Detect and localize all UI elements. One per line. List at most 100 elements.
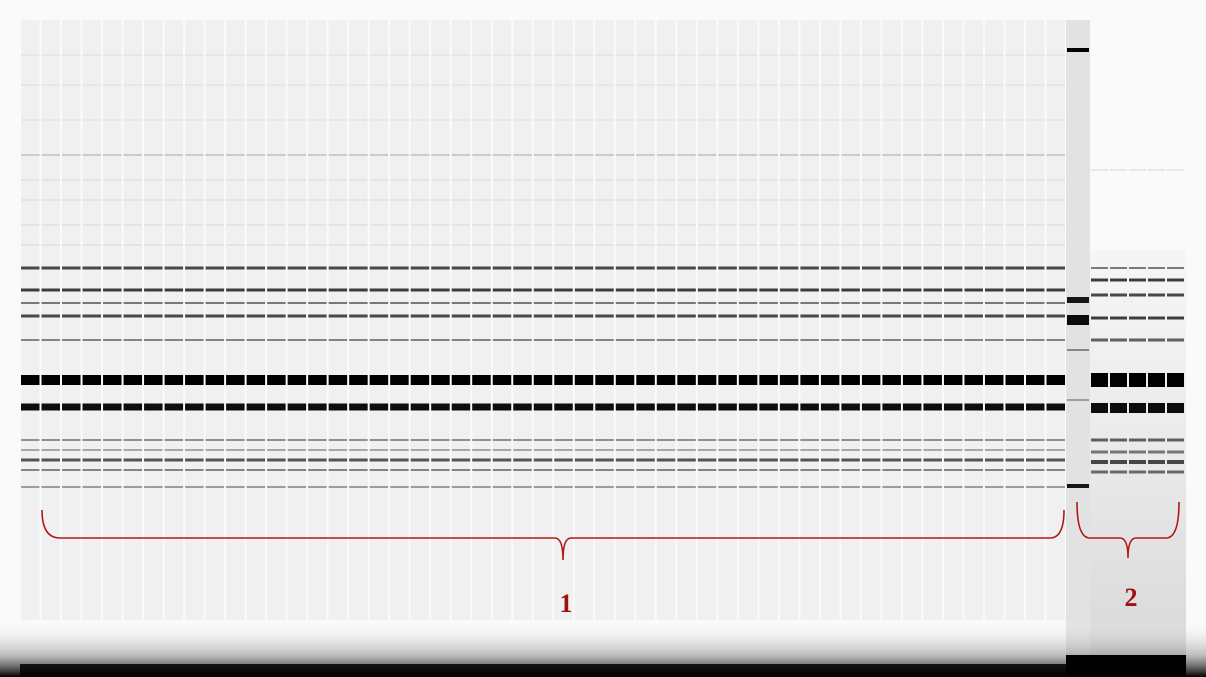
band [800, 469, 819, 471]
band [287, 199, 307, 201]
band [308, 339, 327, 341]
band [246, 469, 266, 471]
band [554, 154, 573, 156]
band [636, 375, 655, 385]
band [718, 469, 737, 471]
band [369, 302, 389, 304]
band [1025, 84, 1045, 86]
band [554, 119, 573, 121]
band [451, 266, 471, 270]
band [861, 469, 881, 471]
band [62, 314, 81, 318]
band [226, 54, 245, 56]
band [513, 288, 532, 292]
band [554, 375, 573, 385]
band [902, 224, 922, 226]
band [41, 266, 61, 270]
band [759, 224, 778, 226]
band [41, 154, 61, 156]
band [1046, 244, 1065, 246]
band [164, 339, 184, 341]
band [882, 154, 901, 156]
band [800, 375, 819, 385]
band [451, 469, 471, 471]
band [595, 314, 614, 318]
band [697, 449, 717, 451]
band [882, 54, 901, 56]
band [800, 449, 819, 451]
band [902, 266, 922, 270]
band [451, 314, 471, 318]
band [246, 54, 266, 56]
lane [861, 20, 881, 620]
band [308, 314, 327, 318]
band [205, 403, 225, 411]
band [841, 266, 860, 270]
band [1110, 293, 1127, 297]
band [820, 314, 840, 318]
lane [472, 20, 491, 620]
band [1046, 486, 1065, 488]
band [1005, 302, 1024, 304]
band [472, 314, 491, 318]
band [492, 403, 512, 411]
band [697, 302, 717, 304]
band [800, 439, 819, 441]
band [349, 154, 368, 156]
band [205, 439, 225, 441]
band [226, 439, 245, 441]
band [62, 375, 81, 385]
band [533, 469, 553, 471]
band [1005, 266, 1024, 270]
band [574, 486, 594, 488]
band [718, 154, 737, 156]
band [554, 288, 573, 292]
band [636, 199, 655, 201]
band [451, 302, 471, 304]
band [144, 458, 163, 462]
band [861, 302, 881, 304]
band [21, 458, 40, 462]
lane [656, 20, 676, 620]
band [882, 449, 901, 451]
band [287, 486, 307, 488]
band [1046, 439, 1065, 441]
band [410, 154, 430, 156]
band [41, 486, 61, 488]
band [718, 339, 737, 341]
band [574, 199, 594, 201]
band [943, 266, 963, 270]
band [697, 199, 717, 201]
band [636, 288, 655, 292]
band [451, 339, 471, 341]
band [164, 224, 184, 226]
band [390, 403, 409, 411]
band [902, 314, 922, 318]
band [328, 244, 348, 246]
band [615, 266, 635, 270]
band [595, 403, 614, 411]
band [246, 266, 266, 270]
band [923, 199, 942, 201]
band [164, 314, 184, 318]
band [882, 403, 901, 411]
band [21, 469, 40, 471]
lane [226, 20, 245, 620]
band [1129, 403, 1146, 413]
band [800, 302, 819, 304]
band [349, 302, 368, 304]
band [882, 288, 901, 292]
band [1046, 119, 1065, 121]
band [1091, 278, 1108, 282]
band [41, 244, 61, 246]
band [82, 339, 102, 341]
band [923, 288, 942, 292]
band [1091, 373, 1108, 387]
band [287, 314, 307, 318]
band [923, 375, 942, 385]
band [451, 199, 471, 201]
band [246, 244, 266, 246]
band [554, 469, 573, 471]
band [800, 266, 819, 270]
